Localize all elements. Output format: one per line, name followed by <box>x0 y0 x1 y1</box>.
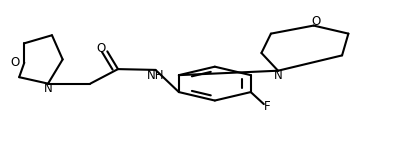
Text: O: O <box>311 15 320 28</box>
Text: O: O <box>11 56 20 69</box>
Text: O: O <box>96 42 105 55</box>
Text: N: N <box>274 69 283 82</box>
Text: F: F <box>263 101 270 113</box>
Text: NH: NH <box>147 69 164 82</box>
Text: N: N <box>44 82 53 95</box>
